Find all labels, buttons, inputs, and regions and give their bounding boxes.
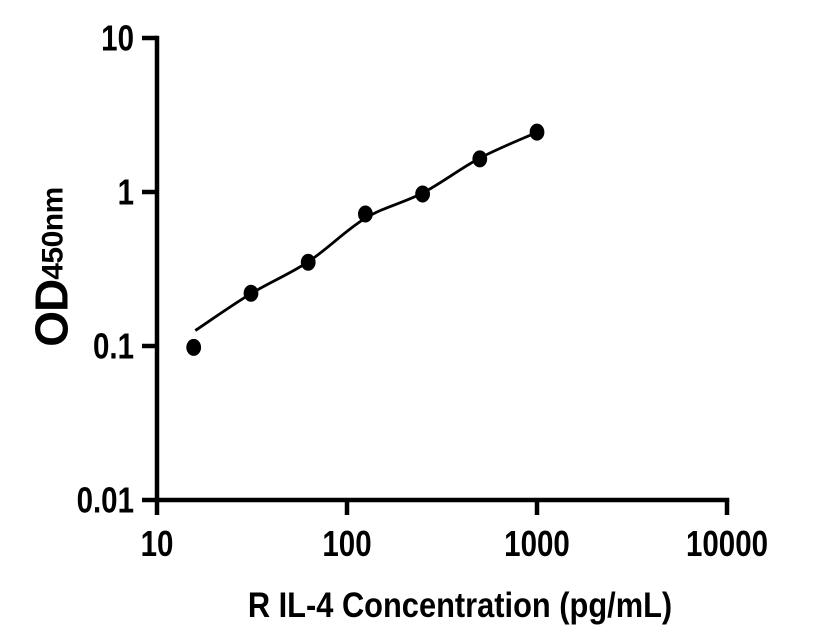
data-point	[529, 123, 545, 141]
y-axis-title-main: OD	[25, 279, 78, 347]
data-point	[300, 253, 316, 271]
y-axis-title: OD 450nm	[19, 185, 89, 350]
y-tick-label: 0.01	[77, 480, 134, 520]
data-point	[186, 338, 202, 356]
data-point	[472, 150, 488, 168]
x-tick-label: 10	[141, 523, 174, 563]
data-point	[358, 205, 373, 223]
y-tick-label: 10	[101, 18, 134, 58]
data-point	[415, 185, 430, 203]
x-axis-title: R IL-4 Concentration (pg/mL)	[247, 586, 673, 625]
x-tick-label: 10000	[686, 523, 768, 563]
y-tick-label: 0.1	[93, 326, 134, 366]
y-axis-title-subscript: 450nm	[36, 187, 70, 280]
x-tick-label: 1000	[504, 523, 570, 563]
y-tick-label: 1	[118, 172, 134, 212]
axis-lines	[154, 35, 730, 503]
data-point	[243, 284, 259, 302]
x-tick-label: 100	[322, 523, 371, 563]
